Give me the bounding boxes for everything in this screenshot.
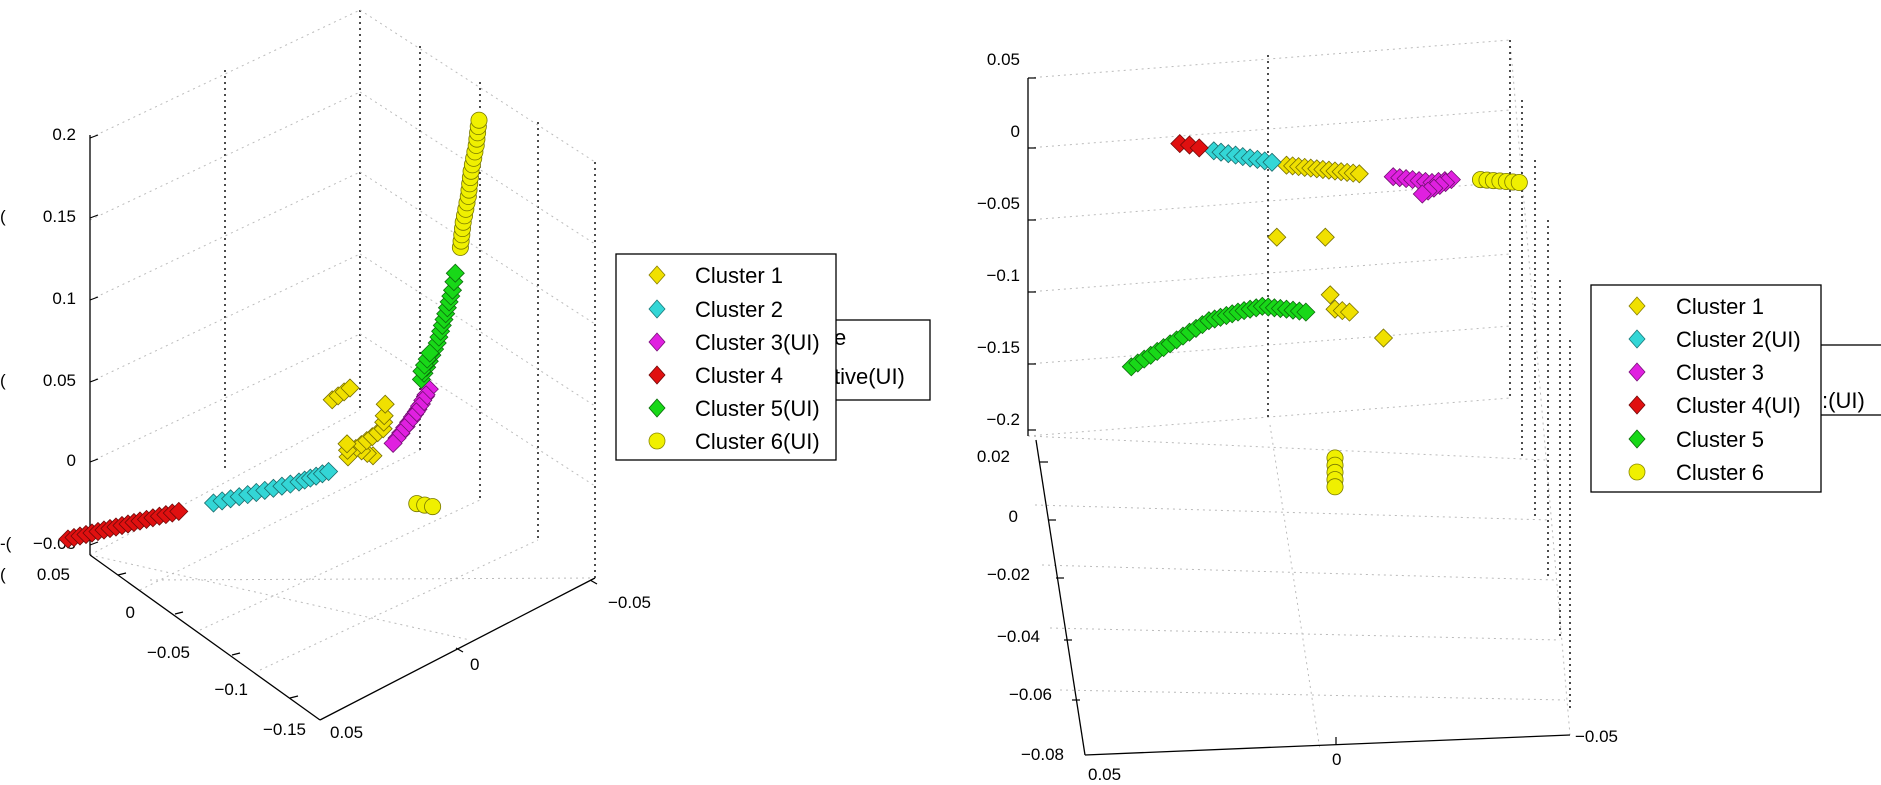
- y-tick-label: 0.02: [977, 447, 1010, 466]
- z-tick-label: 0: [67, 451, 76, 470]
- x-tick-label: 0: [470, 655, 479, 674]
- legend-label: Cluster 2: [695, 297, 783, 322]
- back-wall-grid: [1267, 40, 1571, 710]
- data-point-diamond: [1315, 227, 1335, 247]
- legend-label: Cluster 2(UI): [1676, 327, 1801, 352]
- y-tick-label: −0.15: [263, 720, 306, 739]
- axes: [1027, 78, 1571, 756]
- data-point-diamond: [1349, 164, 1369, 184]
- z-tick-label: 0.1: [52, 289, 76, 308]
- underlying-legend-text: :(UI): [1822, 388, 1865, 413]
- underlying-legend-text: e: [834, 325, 846, 350]
- legend-marker: [1628, 395, 1646, 415]
- legend-marker: [1628, 429, 1646, 449]
- y-tick-label: 0: [126, 603, 135, 622]
- legend-label: Cluster 4(UI): [1676, 393, 1801, 418]
- underlying-legend-text: tive(UI): [834, 364, 905, 389]
- tick-marks: [1028, 77, 1337, 745]
- legend-label: Cluster 4: [695, 363, 783, 388]
- grid-lines: [89, 9, 596, 671]
- y-tick-label: −0.02: [987, 565, 1030, 584]
- legend-marker: [1628, 463, 1646, 481]
- data-point-diamond: [1296, 302, 1316, 322]
- legend-label: Cluster 3(UI): [695, 330, 820, 355]
- x-tick-label: −0.05: [1575, 727, 1618, 746]
- data-point-diamond: [1189, 138, 1209, 158]
- data-point-diamond: [337, 434, 357, 454]
- y-tick-label: 0.05: [37, 565, 70, 584]
- legend-marker: [648, 265, 666, 285]
- data-point-diamond: [1262, 152, 1282, 172]
- legend-marker: [1628, 329, 1646, 349]
- plot-right: 0.05 0 −0.05 −0.1 −0.15 −0.2 0.02 0 −0.0…: [977, 39, 1881, 784]
- x-tick-label: −0.05: [608, 593, 651, 612]
- plot-left: 0.2 0.15 0.1 0.05 0 −0.05 ( ( -( ( 0.05 …: [0, 9, 931, 742]
- legend-label: Cluster 5(UI): [695, 396, 820, 421]
- x-tick-label: 0: [1332, 750, 1341, 769]
- z-tick-label: −0.2: [986, 410, 1020, 429]
- x-tick-label: 0.05: [1088, 765, 1121, 784]
- data-point-diamond: [1412, 184, 1432, 204]
- y-tick-label: −0.06: [1009, 685, 1052, 704]
- x-tick-label: 0.05: [330, 723, 363, 742]
- edge-glyph: (: [0, 207, 6, 226]
- data-point-diamond: [375, 394, 395, 414]
- data-point-diamond: [319, 461, 339, 482]
- z-tick-label: 0: [1011, 122, 1020, 141]
- legend-label: Cluster 1: [1676, 294, 1764, 319]
- axes: [89, 135, 596, 721]
- grid-lines: [1027, 39, 1571, 751]
- data-point-circle: [1510, 173, 1528, 191]
- z-tick-label: 0.05: [43, 371, 76, 390]
- z-tick-label: −0.1: [986, 266, 1020, 285]
- plot-right-markers: [1121, 134, 1528, 496]
- data-point-diamond: [1339, 302, 1360, 322]
- data-point-circle: [470, 111, 488, 129]
- data-point-diamond: [1373, 328, 1394, 348]
- legend-label: Cluster 6(UI): [695, 429, 820, 454]
- z-tick-label: 0.15: [43, 207, 76, 226]
- y-tick-label: −0.05: [147, 643, 190, 662]
- data-point-diamond: [1267, 227, 1287, 247]
- data-point-diamond: [420, 343, 440, 363]
- legend-marker: [648, 365, 666, 385]
- tick-marks: [89, 134, 598, 699]
- legend-box: [1590, 284, 1822, 493]
- y-tick-label: −0.04: [997, 627, 1040, 646]
- legend-marker: [1628, 362, 1646, 382]
- edge-glyph: (: [0, 371, 6, 390]
- legend-label: Cluster 6: [1676, 460, 1764, 485]
- legend-marker: [648, 432, 666, 450]
- y-tick-label: −0.08: [1021, 745, 1064, 764]
- edge-glyph: -(: [0, 534, 12, 553]
- data-point-diamond: [169, 501, 189, 521]
- edge-glyph: (: [0, 565, 6, 584]
- legend-marker: [648, 299, 666, 319]
- legend-right: Cluster 1 Cluster 2(UI) Cluster 3 Cluste…: [1590, 284, 1822, 493]
- data-point-diamond: [374, 406, 394, 426]
- data-point-diamond: [383, 433, 403, 453]
- z-tick-label: 0.2: [52, 125, 76, 144]
- z-tick-label: 0.05: [987, 50, 1020, 69]
- legend-box: [615, 253, 837, 461]
- legend-label: Cluster 1: [695, 263, 783, 288]
- legend-marker: [648, 398, 666, 418]
- y-tick-label: −0.1: [214, 680, 248, 699]
- z-tick-label: −0.05: [977, 194, 1020, 213]
- legend-marker: [1628, 296, 1646, 316]
- y-tick-label: 0: [1009, 507, 1018, 526]
- data-point-diamond: [1320, 285, 1340, 305]
- z-tick-label: −0.15: [977, 338, 1020, 357]
- data-point-diamond: [340, 378, 360, 398]
- legend-left: Cluster 1 Cluster 2 Cluster 3(UI) Cluste…: [615, 253, 837, 461]
- legend-label: Cluster 3: [1676, 360, 1764, 385]
- legend-marker: [648, 332, 666, 352]
- data-point-circle: [424, 498, 442, 516]
- legend-label: Cluster 5: [1676, 427, 1764, 452]
- data-point-diamond: [445, 263, 465, 283]
- plot-left-markers: [58, 111, 488, 549]
- data-point-circle: [1326, 478, 1344, 496]
